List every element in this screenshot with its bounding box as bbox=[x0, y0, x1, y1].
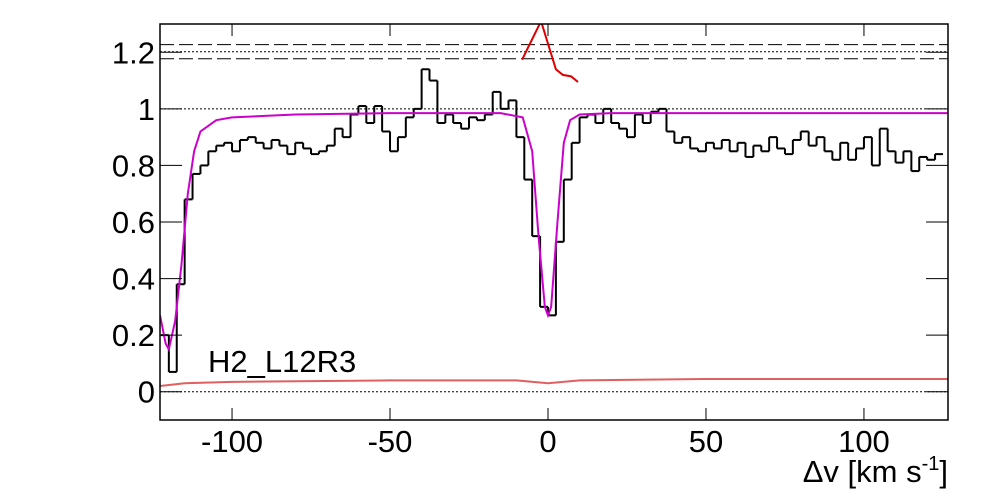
y-tick-label: 0.6 bbox=[112, 205, 155, 240]
x-tick-label: 0 bbox=[539, 424, 556, 459]
x-tick-label: 50 bbox=[689, 424, 723, 459]
x-axis-label: Δv [km s-1] bbox=[803, 453, 948, 489]
x-tick-label: -50 bbox=[368, 424, 413, 459]
x-tick-label: -100 bbox=[201, 424, 263, 459]
y-tick-label: 0 bbox=[138, 375, 155, 410]
x-label-end: ] bbox=[939, 454, 948, 489]
annotation: H2_L12R3 bbox=[208, 344, 356, 379]
y-tick-label: 0.2 bbox=[112, 318, 155, 353]
series-line bbox=[160, 377, 948, 388]
y-tick-label: 1.2 bbox=[112, 35, 155, 70]
x-label-text: Δv [km s bbox=[803, 454, 922, 489]
series-line bbox=[521, 24, 579, 83]
y-tick-label: 0.4 bbox=[112, 262, 155, 297]
x-tick-label: 100 bbox=[838, 424, 890, 459]
series-line bbox=[160, 112, 948, 353]
y-tick-label: 0.8 bbox=[112, 148, 155, 183]
x-label-sup: -1 bbox=[922, 453, 940, 475]
plot-area bbox=[160, 24, 948, 393]
y-tick-label: 1 bbox=[138, 92, 155, 127]
